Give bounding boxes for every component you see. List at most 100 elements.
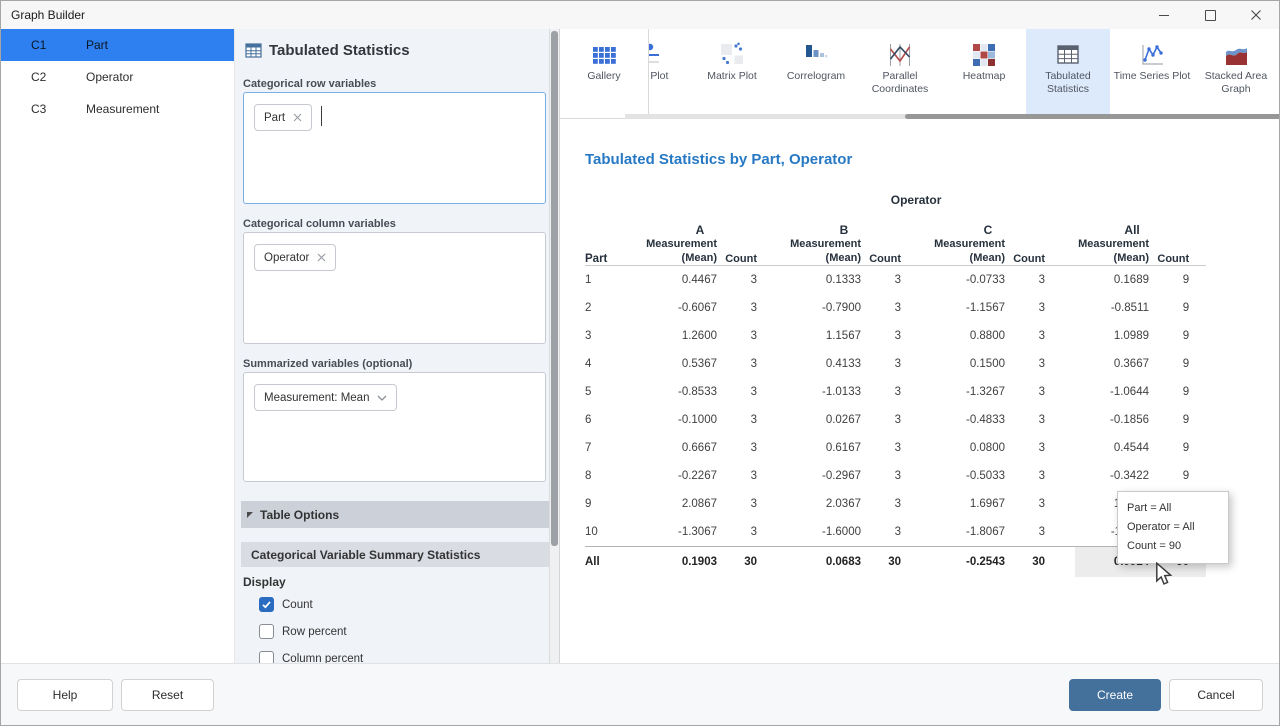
count-checkbox[interactable]: Count	[259, 591, 539, 618]
chip-label: Part	[264, 111, 286, 124]
gallery-scrollbar-thumb[interactable]	[905, 114, 1279, 119]
collapse-triangle-icon	[247, 511, 253, 518]
mean-cell: -0.8533	[677, 386, 717, 398]
cell-gap	[757, 406, 787, 434]
count-cell: 9	[1182, 414, 1190, 426]
table-row: 7 0.6667 3 0.6167 3 0.0800 3 0.4544 9	[585, 434, 1206, 462]
header-spacer	[1189, 237, 1207, 266]
gallery-tab-gallery[interactable]: Gallery	[560, 29, 649, 114]
cell-pad	[1189, 322, 1206, 350]
cell-gap	[901, 322, 931, 350]
table-grid-icon	[245, 43, 262, 58]
row-percent-checkbox[interactable]: Row percent	[259, 618, 539, 645]
gallery-tab-tabulated-statistics[interactable]: Tabulated Statistics	[1026, 29, 1110, 114]
checkbox-label: Column percent	[282, 652, 364, 664]
cell-gap	[757, 266, 787, 295]
worksheet-column-c3[interactable]: C3 Measurement	[1, 93, 234, 125]
part-cell: 1	[585, 274, 592, 286]
cell-gap	[757, 462, 787, 490]
worksheet-column-c1[interactable]: C1 Part	[1, 29, 234, 61]
table-row: 2 -0.6067 3 -0.7900 3 -1.1567 3 -0.8511 9	[585, 294, 1206, 322]
cell-pad	[1189, 266, 1206, 295]
count-column-header: Count	[1005, 237, 1045, 266]
count-cell: 9	[1182, 386, 1190, 398]
cell-gap	[1045, 294, 1075, 322]
remove-chip-icon[interactable]	[317, 253, 326, 262]
gallery-tab-correlogram[interactable]: Correlogram	[774, 29, 858, 114]
count-cell: 3	[750, 414, 757, 426]
checkbox-checked-icon[interactable]	[259, 597, 274, 612]
cell-gap	[1045, 434, 1075, 462]
mean-cell: -0.6067	[677, 302, 717, 314]
tooltip-line: Operator = All	[1127, 521, 1195, 533]
mean-cell: 0.0267	[825, 414, 861, 426]
header-spacer	[585, 181, 643, 207]
close-button[interactable]	[1233, 1, 1279, 29]
count-cell: 9	[1182, 274, 1190, 286]
cell-gap	[1045, 350, 1075, 378]
reset-button[interactable]: Reset	[121, 679, 214, 711]
header-spacer	[585, 207, 643, 237]
row-variables-box[interactable]: Part	[243, 92, 546, 204]
variable-chip[interactable]: Operator	[254, 244, 337, 271]
count-cell: 3	[1038, 526, 1045, 538]
column-id: C3	[31, 102, 47, 116]
column-percent-checkbox[interactable]: Column percent	[259, 645, 539, 663]
gallery-tab-stacked-area-graph[interactable]: Stacked Area Graph	[1194, 29, 1278, 114]
remove-chip-icon[interactable]	[293, 113, 302, 122]
count-cell: 3	[894, 358, 901, 370]
cancel-button[interactable]: Cancel	[1169, 679, 1263, 711]
minimize-button[interactable]	[1141, 1, 1187, 29]
column-variables-box[interactable]: Operator	[243, 232, 546, 344]
create-button[interactable]: Create	[1069, 679, 1161, 711]
gallery-tab-label: Matrix Plot	[707, 70, 757, 82]
gallery-tab-matrix-plot[interactable]: Matrix Plot	[690, 29, 774, 114]
cell-gap	[901, 406, 931, 434]
chip-label: Measurement: Mean	[264, 391, 370, 404]
title-bar: Graph Builder	[1, 1, 1279, 29]
results-title: Tabulated Statistics by Part, Operator	[585, 151, 853, 168]
summarized-variables-box[interactable]: Measurement: Mean	[243, 372, 546, 482]
checkbox-unchecked-icon[interactable]	[259, 624, 274, 639]
mean-cell: -0.8511	[1110, 302, 1149, 314]
results-table: Operator A B C All Part Measurement (Mean) Coun…	[585, 181, 1207, 577]
builder-header: Tabulated Statistics	[245, 42, 410, 59]
gallery-tab-parallel-coordinates[interactable]: Parallel Coordinates	[858, 29, 942, 114]
count-cell: 3	[750, 302, 757, 314]
cell-pad	[1189, 350, 1206, 378]
checkbox-unchecked-icon[interactable]	[259, 651, 274, 663]
gallery-tab-label: Heatmap	[962, 70, 1006, 82]
count-cell: 3	[750, 470, 757, 482]
cell-pad	[1189, 378, 1206, 406]
text-caret	[321, 106, 323, 126]
cell-gap	[757, 518, 787, 547]
count-cell: 30	[861, 546, 901, 577]
panel-scrollbar-thumb[interactable]	[551, 31, 558, 546]
worksheet-column-c2[interactable]: C2 Operator	[1, 61, 234, 93]
mean-column-header: Measurement (Mean)	[787, 237, 861, 266]
variable-chip[interactable]: Measurement: Mean	[254, 384, 398, 411]
variable-chip[interactable]: Part	[254, 104, 313, 131]
mean-cell: 0.6167	[825, 442, 861, 454]
gallery-tab-time-series-plot[interactable]: Time Series Plot	[1110, 29, 1194, 114]
chevron-down-icon[interactable]	[377, 395, 387, 401]
cell-gap	[901, 462, 931, 490]
gallery-tab-label: Stacked Area Graph	[1204, 70, 1268, 95]
maximize-button[interactable]	[1187, 1, 1233, 29]
table-options-header[interactable]: Table Options	[241, 501, 549, 528]
count-cell: 3	[894, 302, 901, 314]
mouse-cursor-icon	[1156, 562, 1173, 585]
time-series-plot-icon	[1110, 40, 1194, 69]
parallel-coordinates-icon	[858, 40, 942, 69]
mean-cell: -1.3267	[965, 386, 1005, 398]
count-cell: 3	[894, 414, 901, 426]
gallery-tab-heatmap[interactable]: Heatmap	[942, 29, 1026, 114]
help-button[interactable]: Help	[17, 679, 113, 711]
window-controls	[1141, 1, 1279, 29]
column-id: C2	[31, 70, 47, 84]
cell-gap	[757, 490, 787, 518]
part-cell: 9	[585, 498, 592, 510]
panel-scrollbar[interactable]	[549, 29, 559, 663]
